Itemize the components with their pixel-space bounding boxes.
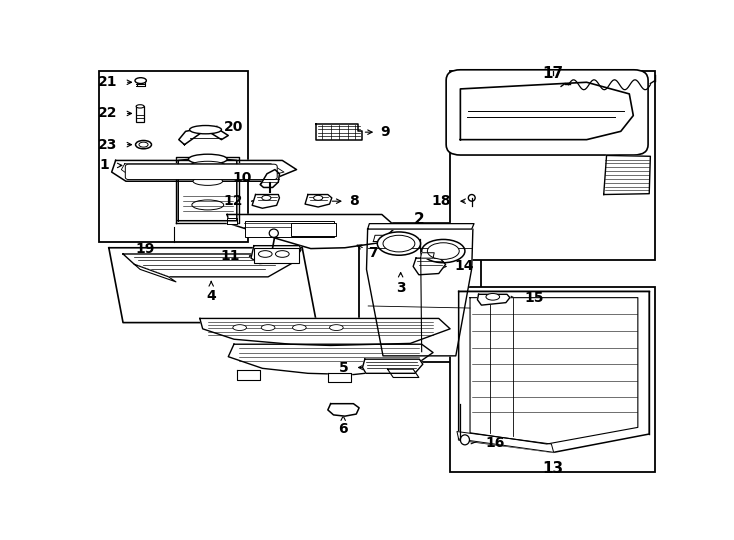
Bar (450, 71, 655, 260)
Polygon shape (179, 128, 228, 145)
Polygon shape (457, 431, 553, 453)
Ellipse shape (269, 229, 278, 238)
Text: 2: 2 (414, 212, 425, 227)
Polygon shape (237, 370, 260, 380)
Text: 1: 1 (99, 158, 109, 172)
Ellipse shape (275, 251, 289, 258)
Polygon shape (200, 319, 450, 346)
Ellipse shape (262, 195, 271, 200)
Text: 6: 6 (338, 422, 348, 436)
Text: 12: 12 (223, 194, 242, 208)
Ellipse shape (330, 325, 344, 330)
Polygon shape (228, 344, 433, 375)
Ellipse shape (135, 78, 146, 84)
Polygon shape (366, 229, 473, 356)
Text: 8: 8 (349, 194, 359, 208)
Polygon shape (227, 218, 237, 224)
Text: 5: 5 (339, 361, 349, 375)
Text: 16: 16 (485, 436, 505, 450)
Ellipse shape (136, 105, 144, 108)
Polygon shape (363, 359, 423, 373)
Ellipse shape (421, 239, 465, 263)
Polygon shape (388, 369, 419, 377)
Ellipse shape (261, 325, 275, 330)
Text: 14: 14 (454, 259, 474, 273)
Ellipse shape (189, 154, 227, 164)
Ellipse shape (258, 251, 272, 258)
Text: 18: 18 (432, 194, 451, 208)
Bar (291, 223, 336, 236)
Polygon shape (374, 235, 399, 241)
Bar (255, 248, 299, 263)
Text: 23: 23 (98, 138, 117, 152)
Bar (245, 221, 333, 238)
Text: 10: 10 (233, 171, 252, 185)
Bar (99, 71, 248, 241)
Polygon shape (176, 157, 239, 223)
Polygon shape (379, 242, 399, 248)
Polygon shape (459, 292, 649, 453)
Text: 4: 4 (206, 288, 216, 302)
Text: 21: 21 (98, 75, 117, 89)
Bar (137, 80, 145, 86)
Polygon shape (134, 265, 176, 282)
Polygon shape (460, 82, 633, 140)
Text: 11: 11 (220, 249, 239, 263)
Ellipse shape (383, 235, 415, 252)
Polygon shape (112, 160, 297, 181)
Polygon shape (121, 164, 284, 178)
Polygon shape (328, 404, 359, 416)
Bar (450, 287, 655, 472)
Polygon shape (252, 194, 280, 208)
Polygon shape (178, 158, 237, 221)
Text: 3: 3 (396, 281, 405, 295)
Ellipse shape (460, 435, 470, 445)
FancyBboxPatch shape (126, 164, 277, 180)
Text: 7: 7 (368, 246, 377, 260)
Ellipse shape (191, 161, 225, 170)
Ellipse shape (136, 140, 151, 149)
Polygon shape (470, 298, 638, 444)
Ellipse shape (468, 194, 475, 201)
Polygon shape (123, 254, 294, 277)
Text: 22: 22 (98, 106, 117, 120)
Polygon shape (328, 373, 351, 382)
Ellipse shape (189, 125, 222, 134)
Polygon shape (477, 294, 510, 305)
Polygon shape (413, 258, 446, 275)
Polygon shape (421, 253, 435, 258)
Text: 20: 20 (225, 120, 244, 134)
Polygon shape (109, 248, 316, 322)
Polygon shape (603, 156, 650, 194)
Polygon shape (227, 214, 396, 248)
Polygon shape (368, 224, 474, 229)
Ellipse shape (313, 195, 323, 200)
Ellipse shape (427, 243, 459, 259)
Ellipse shape (139, 142, 148, 147)
Polygon shape (305, 194, 332, 207)
Ellipse shape (192, 200, 224, 210)
Ellipse shape (293, 325, 306, 330)
Bar (136, 105, 144, 122)
Polygon shape (316, 124, 362, 140)
Ellipse shape (233, 325, 247, 330)
Ellipse shape (486, 293, 500, 300)
Bar (359, 223, 482, 362)
Text: 9: 9 (381, 125, 390, 139)
Ellipse shape (193, 177, 222, 185)
Text: 17: 17 (542, 66, 563, 80)
Text: 19: 19 (136, 241, 155, 255)
Text: 13: 13 (542, 462, 563, 476)
Polygon shape (251, 246, 301, 264)
Text: 15: 15 (524, 292, 544, 306)
Polygon shape (260, 170, 280, 187)
FancyBboxPatch shape (446, 70, 648, 155)
Ellipse shape (377, 232, 421, 255)
